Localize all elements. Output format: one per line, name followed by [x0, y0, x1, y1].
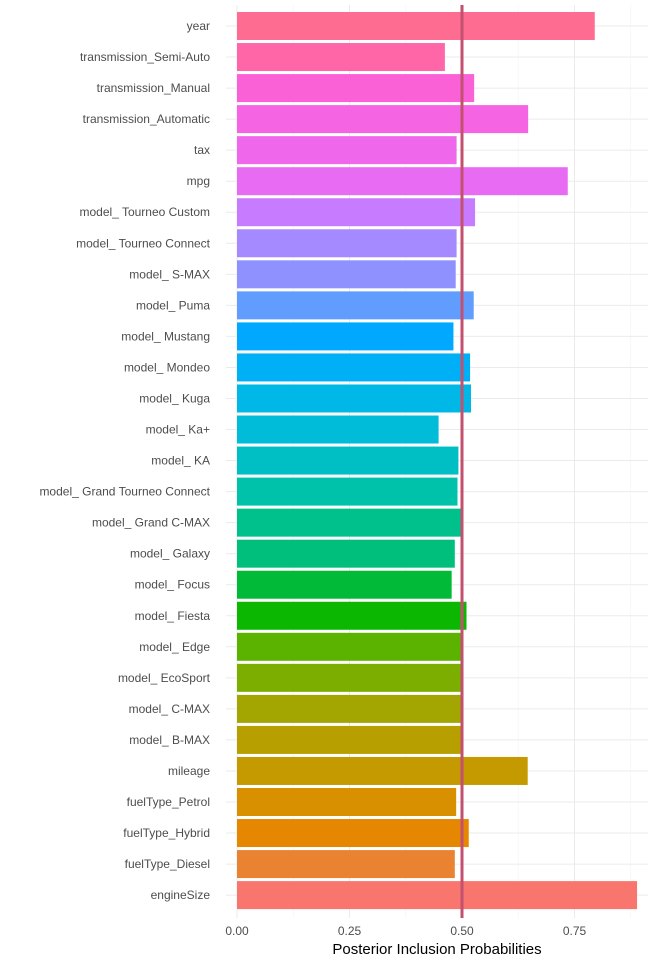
bar-transmission-automatic — [237, 105, 529, 134]
y-tick-label: model_ Fiesta — [135, 609, 211, 623]
bar-model-edge — [237, 632, 463, 661]
bar-model-kuga — [237, 384, 471, 413]
y-tick-label: model_ S-MAX — [129, 267, 210, 281]
bar-transmission-semi-auto — [237, 43, 445, 72]
bar-model-mustang — [237, 322, 454, 351]
bar-model-ka — [237, 446, 459, 475]
x-tick-label: 0.75 — [563, 924, 587, 938]
y-tick-label: model_ Ka+ — [146, 423, 210, 437]
bar-model-c-max — [237, 694, 463, 723]
y-tick-label: transmission_Automatic — [83, 112, 210, 126]
y-tick-label: transmission_Manual — [97, 81, 210, 95]
bar-model-galaxy — [237, 539, 455, 568]
bar-model-fiesta — [237, 601, 467, 630]
bars — [237, 12, 638, 910]
bar-fueltype-petrol — [237, 788, 457, 816]
bar-year — [237, 12, 595, 40]
bar-model-b-max — [237, 725, 462, 754]
y-tick-label: fuelType_Hybrid — [123, 826, 210, 840]
y-tick-label: mpg — [187, 174, 210, 188]
y-axis-labels: year transmission_Semi-Auto transmission_M… — [39, 19, 210, 902]
bar-model-focus — [237, 570, 452, 599]
y-tick-label: mileage — [168, 764, 210, 778]
y-tick-label: model_ Puma — [136, 298, 210, 312]
bar-model-ecosport — [237, 663, 464, 692]
bar-fueltype-diesel — [237, 850, 455, 879]
y-tick-label: model_ Edge — [139, 640, 210, 654]
y-tick-label: model_ Tourneo Connect — [76, 236, 211, 250]
bar-model-puma — [237, 291, 474, 320]
y-tick-label: model_ B-MAX — [129, 733, 210, 747]
bar-enginesize — [237, 881, 638, 910]
y-tick-label: model_ Focus — [135, 578, 210, 592]
bar-model-s-max — [237, 260, 456, 289]
y-tick-label: model_ Galaxy — [130, 547, 210, 561]
bar-tax — [237, 136, 457, 165]
y-tick-label: year — [187, 19, 210, 33]
x-axis-labels: 0.00 0.25 0.50 0.75 — [225, 924, 586, 938]
x-tick-label: 0.50 — [450, 924, 474, 938]
x-axis-title: Posterior Inclusion Probabilities — [332, 941, 541, 958]
y-tick-label: model_ Grand C-MAX — [92, 516, 210, 530]
y-tick-label: model_ Mondeo — [124, 360, 210, 374]
bar-model-grand-c-max — [237, 508, 463, 537]
bar-model-tourneo-connect — [237, 229, 457, 258]
bar-transmission-manual — [237, 74, 475, 103]
bar-mpg — [237, 167, 568, 196]
bar-model-grand-tourneo-connect — [237, 477, 458, 506]
y-tick-label: model_ C-MAX — [129, 702, 210, 716]
y-tick-label: model_ EcoSport — [118, 671, 211, 685]
bar-fueltype-hybrid — [237, 819, 469, 848]
y-tick-label: model_ Kuga — [139, 391, 210, 405]
y-tick-label: fuelType_Diesel — [125, 857, 210, 871]
y-tick-label: model_ Grand Tourneo Connect — [39, 485, 210, 499]
y-tick-label: tax — [194, 143, 210, 157]
bar-model-tourneo-custom — [237, 198, 476, 227]
bar-model-mondeo — [237, 353, 471, 382]
y-tick-label: transmission_Semi-Auto — [80, 50, 210, 64]
bar-model-ka — [237, 415, 439, 444]
x-tick-label: 0.25 — [338, 924, 362, 938]
bar-mileage — [237, 756, 528, 785]
y-tick-label: fuelType_Petrol — [127, 795, 210, 809]
x-tick-label: 0.00 — [225, 924, 249, 938]
y-tick-label: model_ KA — [151, 454, 210, 468]
y-tick-label: model_ Mustang — [121, 329, 210, 343]
y-tick-label: engineSize — [151, 888, 211, 902]
y-tick-label: model_ Tourneo Custom — [79, 205, 210, 219]
